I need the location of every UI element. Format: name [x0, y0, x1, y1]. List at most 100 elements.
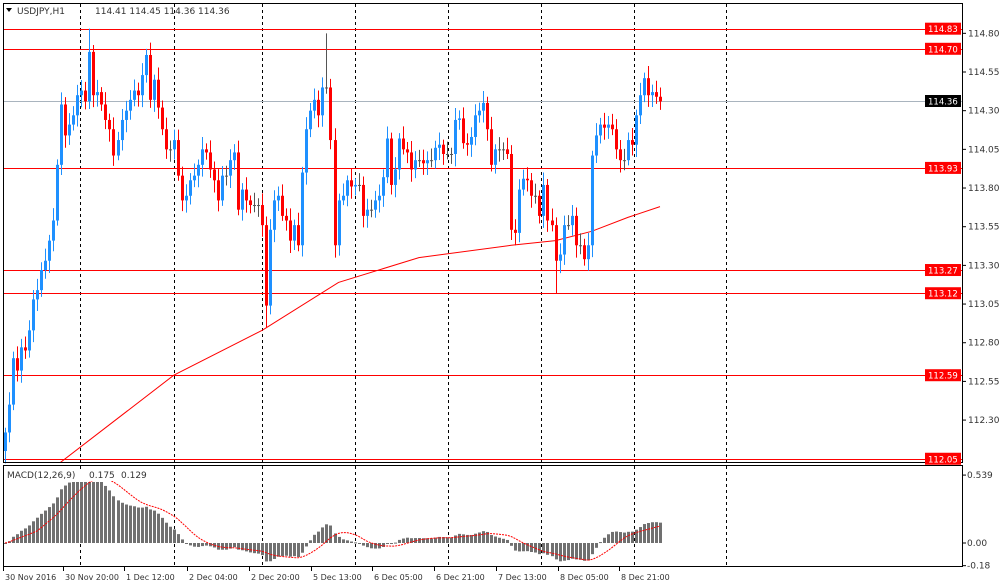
candle	[611, 113, 614, 136]
macd-histogram-bar	[257, 543, 260, 554]
candle	[261, 193, 264, 237]
macd-histogram-bar	[446, 537, 449, 543]
candle-body	[434, 147, 437, 161]
candle	[289, 208, 292, 253]
candle-body	[350, 180, 353, 187]
candle	[217, 169, 220, 212]
candle-body	[88, 51, 91, 102]
candle-body	[510, 153, 513, 230]
candle	[406, 142, 409, 164]
candle	[334, 128, 337, 258]
macd-histogram-bar	[394, 542, 397, 544]
macd-histogram-bar	[551, 543, 554, 557]
candle-body	[20, 347, 23, 371]
candle	[257, 198, 260, 217]
candle	[229, 149, 232, 189]
candle-body	[482, 102, 485, 111]
candle-body	[414, 160, 417, 170]
candle	[579, 233, 582, 255]
macd-histogram-bar	[305, 543, 308, 547]
candle-body	[422, 160, 425, 164]
candle-body	[72, 115, 75, 125]
candle-body	[563, 225, 566, 255]
time-axis: 30 Nov 2016 30 Nov 20:00 1 Dec 12:00 2 Dec …	[3, 567, 670, 582]
candle	[587, 232, 590, 271]
candle-body	[603, 124, 606, 128]
candle-body	[329, 87, 332, 141]
macd-histogram-bar	[615, 531, 618, 543]
macd-histogram-bar	[68, 482, 71, 543]
candle-body	[575, 215, 578, 246]
candle-body	[117, 140, 120, 156]
candle-body	[370, 209, 373, 211]
candle	[133, 79, 136, 107]
time-tick-label: 7 Dec 13:00	[498, 573, 547, 582]
candle	[301, 166, 304, 257]
macd-histogram-bar	[249, 543, 252, 553]
candle	[36, 278, 39, 312]
candle-body	[112, 129, 115, 156]
candle-body	[40, 270, 43, 291]
candle	[104, 92, 107, 130]
macd-histogram-bar	[378, 543, 381, 549]
macd-histogram-bar	[591, 543, 594, 555]
candle	[635, 109, 638, 157]
candle-body	[555, 225, 558, 261]
time-tick-label: 2 Dec 20:00	[251, 573, 300, 582]
macd-tick-label: 0.00	[967, 539, 987, 549]
macd-histogram-bar	[285, 543, 288, 556]
candle-body	[245, 189, 248, 201]
candle-body	[438, 144, 441, 148]
candle-body	[378, 195, 381, 201]
candle	[358, 173, 361, 192]
macd-histogram-bar	[301, 543, 304, 553]
candle-body	[571, 215, 574, 226]
macd-histogram-bar	[209, 543, 212, 547]
candle-body	[321, 87, 324, 116]
candle-body	[430, 160, 433, 162]
macd-histogram-bar	[48, 507, 51, 543]
candle	[117, 131, 120, 161]
macd-histogram-bar	[579, 543, 582, 560]
candle	[100, 87, 103, 111]
macd-histogram-bar	[104, 485, 107, 543]
candle-body	[655, 92, 658, 97]
candle-body	[382, 177, 385, 196]
macd-histogram-bar	[161, 517, 164, 543]
price-tick-label: 113.05	[968, 300, 1000, 310]
candle-body	[76, 95, 79, 116]
candle-body	[551, 220, 554, 226]
candle-body	[643, 78, 646, 96]
macd-histogram-bar	[655, 522, 658, 543]
macd-histogram-bar	[350, 541, 353, 543]
candle	[193, 163, 196, 188]
macd-histogram-bar	[225, 543, 228, 550]
candle-body	[466, 143, 469, 145]
macd-histogram-bar	[321, 527, 324, 543]
candle-body	[346, 180, 349, 196]
macd-histogram-bar	[442, 537, 445, 543]
candle-body	[92, 51, 95, 96]
candle	[157, 67, 160, 119]
candle-body	[169, 149, 172, 151]
candle-body	[398, 138, 401, 170]
symbol-menu-triangle-icon[interactable]	[6, 8, 12, 12]
macd-histogram-bar	[559, 543, 562, 562]
macd-histogram-bar	[133, 506, 136, 543]
candle-body	[289, 220, 292, 241]
candle-body	[470, 136, 473, 145]
candle-body	[265, 225, 268, 306]
macd-histogram-bar	[237, 543, 240, 550]
level-price-tag	[925, 369, 961, 382]
candle	[354, 178, 357, 196]
macd-label: MACD(12,26,9)	[7, 471, 75, 481]
macd-histogram-bar	[117, 500, 120, 543]
candles	[4, 28, 662, 464]
candle	[213, 161, 216, 193]
candle	[546, 179, 549, 232]
macd-histogram-bar	[56, 497, 59, 543]
macd-signal-value: 0.129	[121, 471, 147, 481]
candle-body	[305, 129, 308, 173]
candle	[563, 215, 566, 265]
